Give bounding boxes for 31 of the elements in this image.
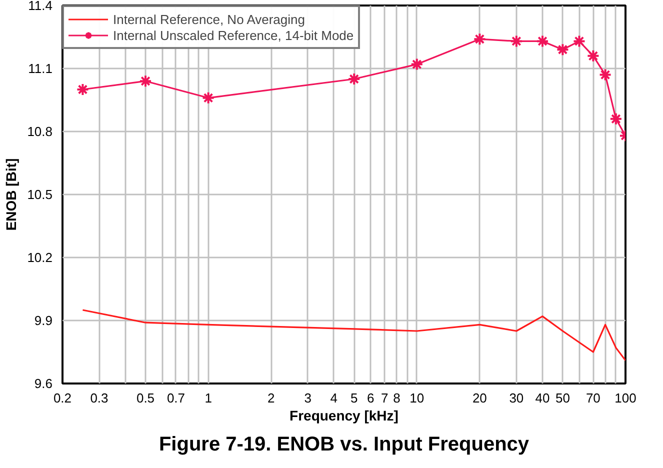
x-tick-label: 100 (614, 390, 636, 406)
x-tick-label: 50 (555, 390, 570, 406)
x-tick-label: 0.7 (166, 390, 186, 406)
legend-label: Internal Reference, No Averaging (113, 11, 305, 27)
x-tick-label: 40 (535, 390, 550, 406)
x-tick-label: 0.3 (90, 390, 108, 406)
x-tick-label: 20 (472, 390, 487, 406)
x-tick-label: 7 (380, 390, 388, 406)
y-tick-label: 9.9 (34, 313, 53, 328)
text: Figure 7-19. ENOB vs. Input Frequency (158, 434, 530, 456)
x-tick-label: 5 (350, 390, 358, 406)
legend-label: Internal Unscaled Reference, 14-bit Mode (113, 27, 354, 43)
x-tick-label: 30 (509, 390, 524, 406)
y-tick-label: 10.2 (27, 250, 53, 265)
y-tick-label: 11.4 (28, 0, 53, 13)
x-tick-label: 2 (267, 390, 275, 406)
y-axis-title: ENOB [Bit] (3, 158, 20, 231)
y-tick-label: 10.5 (27, 187, 53, 202)
x-tick-label: 4 (330, 390, 338, 406)
x-tick-label: 70 (586, 390, 600, 406)
y-tick-label: 10.8 (27, 124, 53, 139)
x-tick-label: 0.2 (53, 390, 72, 406)
x-tick-label: 10 (410, 390, 424, 406)
x-tick-label: 1 (204, 390, 212, 406)
y-tick-label: 11.1 (28, 61, 53, 76)
y-tick-label: 9.6 (34, 376, 53, 391)
x-tick-label: 8 (393, 390, 400, 406)
x-tick-label: 6 (367, 390, 374, 406)
x-tick-label: 3 (304, 390, 312, 406)
x-axis-title: Frequency [kHz] (290, 408, 398, 424)
x-tick-label: 0.5 (136, 390, 155, 406)
